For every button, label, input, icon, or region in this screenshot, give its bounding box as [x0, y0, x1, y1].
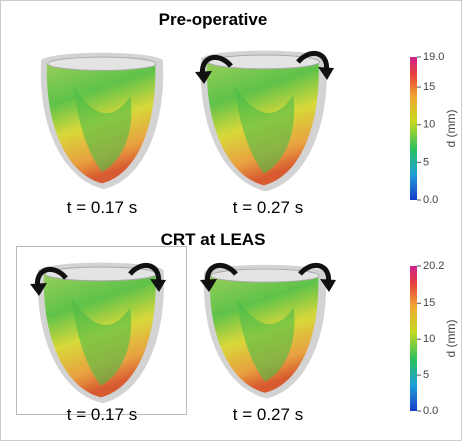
colorbar — [410, 266, 417, 411]
tick-label: 10 — [423, 333, 435, 345]
heart-render — [38, 263, 164, 404]
heart-render — [201, 51, 327, 192]
figure: Pre-operative t = 0.17 s t = 0.27 s CRT … — [0, 0, 462, 441]
tick-label: 0.0 — [423, 194, 438, 206]
heart-render — [204, 265, 326, 398]
colorbar-label: d (mm) — [444, 320, 458, 358]
colorbar — [410, 57, 417, 200]
time-label: t = 0.27 s — [233, 198, 303, 217]
time-label: t = 0.27 s — [233, 405, 303, 424]
tick-label: 15 — [423, 297, 435, 309]
heart-render — [41, 53, 163, 189]
tick-label: 10 — [423, 119, 435, 131]
tick-label: 5 — [423, 369, 429, 381]
panel-title: Pre-operative — [159, 10, 268, 29]
tick-label: 20.2 — [423, 260, 444, 272]
tick-label: 15 — [423, 81, 435, 93]
tick-label: 5 — [423, 156, 429, 168]
time-label: t = 0.17 s — [67, 405, 137, 424]
time-label: t = 0.17 s — [67, 198, 137, 217]
tick-label: 19.0 — [423, 51, 444, 63]
tick-label: 0.0 — [423, 405, 438, 417]
colorbar-label: d (mm) — [444, 110, 458, 148]
panel-title: CRT at LEAS — [161, 230, 266, 249]
